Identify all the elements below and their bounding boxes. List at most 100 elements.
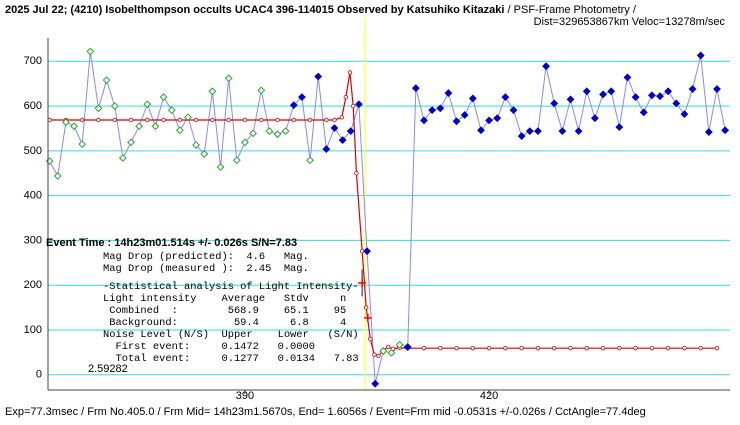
- data-point: [411, 84, 420, 93]
- model-point: [79, 117, 85, 123]
- data-point: [208, 87, 217, 96]
- model-point: [617, 345, 622, 351]
- event-point: [363, 313, 372, 322]
- model-point: [128, 117, 134, 123]
- model-point: [385, 344, 391, 350]
- model-point: [291, 117, 296, 123]
- data-point: [550, 99, 559, 108]
- model-point: [112, 117, 117, 123]
- x-tick-label: 390: [236, 390, 254, 402]
- data-point: [452, 117, 461, 126]
- corner-label: 2.59282: [88, 363, 128, 375]
- data-point: [175, 126, 184, 135]
- y-tick-label: 200: [24, 279, 42, 291]
- y-tick-label: 600: [24, 100, 42, 112]
- model-point: [177, 117, 183, 123]
- data-point: [477, 126, 485, 135]
- data-point: [127, 138, 135, 147]
- y-tick-label: 300: [24, 234, 42, 246]
- stats-line: First event: 0.1472 0.0000: [103, 341, 315, 353]
- stats-line: Combined : 568.9 65.1 95: [103, 305, 346, 317]
- stats-line: Mag Drop (predicted): 4.6 Mag.: [103, 251, 309, 263]
- model-point: [332, 117, 337, 123]
- y-tick-label: 500: [24, 145, 42, 157]
- data-point: [184, 113, 192, 122]
- data-point: [590, 114, 599, 123]
- model-point: [354, 171, 359, 176]
- data-point: [306, 156, 314, 165]
- data-line: [49, 51, 726, 384]
- model-point: [438, 345, 443, 351]
- model-point: [372, 352, 377, 357]
- model-point: [339, 115, 344, 120]
- data-point: [607, 87, 616, 96]
- data-point: [330, 124, 339, 132]
- model-point: [600, 345, 606, 351]
- data-point: [192, 141, 201, 149]
- data-point: [143, 100, 152, 109]
- data-point: [70, 122, 78, 131]
- model-point: [454, 345, 459, 351]
- data-point: [224, 74, 233, 83]
- annotation: Event Time : 14h23m01.514s +/- 0.026s S/…: [46, 237, 297, 249]
- data-point: [200, 150, 209, 158]
- data-point: [314, 72, 323, 81]
- data-point: [395, 340, 404, 349]
- data-point: [61, 118, 70, 127]
- model-point: [535, 345, 541, 351]
- data-point: [118, 154, 127, 162]
- data-point: [639, 108, 648, 117]
- model-point: [470, 345, 476, 351]
- data-point: [265, 127, 274, 136]
- data-point: [167, 106, 176, 115]
- data-point: [86, 47, 95, 56]
- data-point: [387, 348, 396, 357]
- model-point: [421, 345, 427, 351]
- data-point: [713, 85, 721, 93]
- data-point: [517, 132, 526, 140]
- subtitle: / PSF-Frame Photometry /: [508, 4, 637, 16]
- data-point: [631, 93, 640, 102]
- data-point: [493, 114, 502, 123]
- model-point: [161, 117, 166, 123]
- data-point: [403, 343, 412, 351]
- data-point: [599, 90, 607, 99]
- data-point: [354, 100, 363, 109]
- y-tick-label: 0: [36, 369, 42, 381]
- data-point: [346, 127, 355, 136]
- model-point: [486, 345, 492, 351]
- data-point: [623, 73, 632, 82]
- data-point: [363, 247, 371, 256]
- data-point: [371, 379, 380, 388]
- model-point: [698, 345, 703, 351]
- data-point: [574, 127, 583, 136]
- model-point: [368, 336, 373, 342]
- model-point: [275, 117, 280, 123]
- data-point: [558, 127, 567, 136]
- data-point: [338, 136, 347, 145]
- data-point: [615, 123, 624, 132]
- data-point: [94, 104, 103, 113]
- info: Dist=329653867km Veloc=13278m/sec: [534, 16, 726, 28]
- data-point: [281, 127, 290, 136]
- data-point: [444, 89, 453, 97]
- model-point: [519, 345, 524, 351]
- data-point: [420, 116, 428, 125]
- data-point: [322, 145, 331, 153]
- model-point: [649, 345, 655, 351]
- y-tick-label: 400: [24, 190, 42, 202]
- data-point: [704, 128, 713, 136]
- data-point: [534, 127, 542, 136]
- y-tick-label: 100: [24, 324, 42, 336]
- model-point: [568, 345, 573, 351]
- model-point: [145, 117, 150, 123]
- data-point: [525, 127, 534, 136]
- data-point: [379, 347, 388, 355]
- model-point: [682, 345, 687, 351]
- data-point: [428, 106, 437, 115]
- model-point: [376, 353, 381, 359]
- data-point: [501, 93, 510, 102]
- model-point: [259, 117, 264, 123]
- model-point: [324, 117, 329, 123]
- stats-line: Mag Drop (measured ): 2.45 Mag.: [103, 263, 309, 275]
